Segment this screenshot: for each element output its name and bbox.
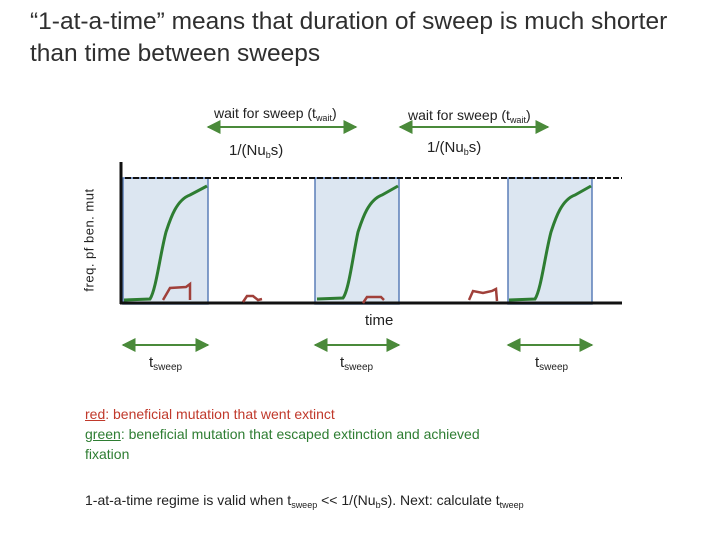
- green-sweep-curve-2: [316, 184, 399, 301]
- sweep-label-3: tsweep: [535, 354, 569, 373]
- regime-note: 1-at-a-time regime is valid when tsweep …: [85, 492, 524, 510]
- legend-red-text: : beneficial mutation that went extinct: [105, 406, 335, 422]
- legend-red-line: red: beneficial mutation that went extin…: [85, 404, 645, 424]
- green-sweep-curve-3: [508, 184, 592, 302]
- x-axis-label: time: [365, 312, 394, 329]
- slide-title: “1-at-a-time” means that duration of swe…: [30, 8, 668, 67]
- green-sweep-curve-1: [123, 184, 208, 302]
- wait-label-1: wait for sweep (twait): [214, 105, 337, 123]
- rate-label-1: 1/(Nubs): [229, 142, 284, 160]
- legend-green-key: green: [85, 426, 121, 442]
- rate-label-2: 1/(Nubs): [427, 139, 482, 157]
- red-blip-2: [241, 294, 263, 303]
- legend: red: beneficial mutation that went extin…: [85, 404, 645, 464]
- legend-green-line: green: beneficial mutation that escaped …: [85, 424, 645, 444]
- y-axis-label: freq. pf ben. mut: [81, 188, 97, 292]
- legend-red-key: red: [85, 406, 106, 422]
- red-blip-1: [161, 281, 192, 301]
- sweep-label-1: tsweep: [149, 354, 183, 373]
- sweep-box-1: [122, 177, 209, 305]
- sweep-label-2: tsweep: [340, 354, 374, 373]
- red-blip-4: [467, 287, 499, 302]
- legend-green-text: : beneficial mutation that escaped extin…: [120, 426, 480, 442]
- red-blip-3: [361, 295, 385, 304]
- wait-label-2: wait for sweep (twait): [408, 107, 531, 125]
- legend-green-text-2: fixation: [85, 446, 130, 462]
